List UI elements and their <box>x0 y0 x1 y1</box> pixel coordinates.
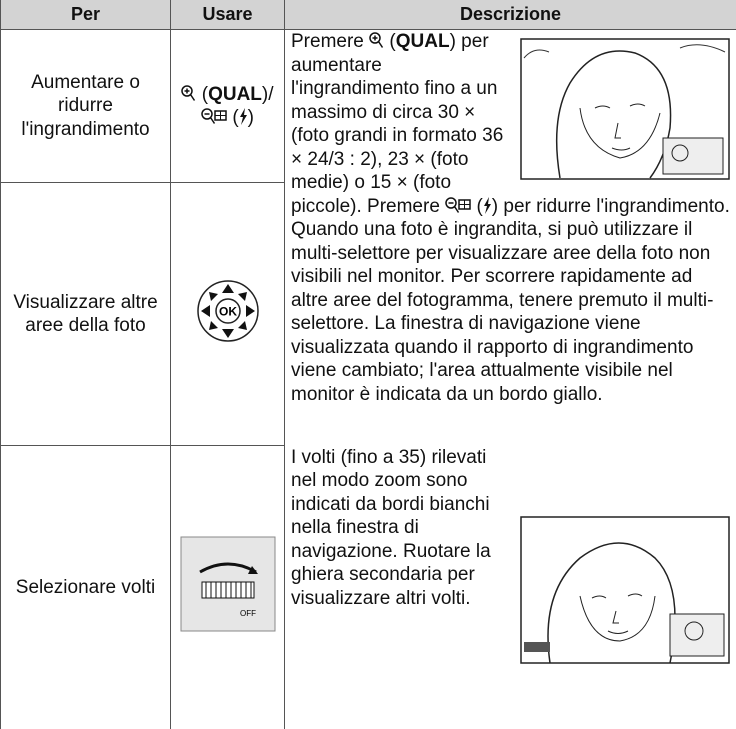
zoom-image <box>520 38 730 180</box>
row: Visualizzare altre aree della foto OK <box>0 182 736 446</box>
text: I volti (fino a 35) rilevati nel modo zo… <box>291 446 491 609</box>
text: ( <box>232 107 239 128</box>
per-cell: Aumentare o ridurre l'ingrandimento <box>0 29 171 183</box>
dial-icon: OFF <box>180 536 275 632</box>
header-cell: Usare <box>170 0 285 30</box>
descrizione-cell: I volti (fino a 35) rilevati nel modo zo… <box>284 445 736 729</box>
flash-icon <box>239 108 247 125</box>
descrizione-cell: Premere (QUAL) per aumentare l'ingrandim… <box>284 29 736 446</box>
per-cell: Selezionare volti <box>0 445 171 729</box>
multi-selector-icon: OK <box>196 280 259 342</box>
zoom-in-icon <box>181 84 196 101</box>
bold-text: QUAL <box>208 83 262 105</box>
header-cell: Per <box>0 0 171 30</box>
text: Premere <box>291 31 364 52</box>
text: ) per aumentare l'ingrandimento fino a u… <box>291 31 504 217</box>
text: )/ <box>261 83 274 105</box>
row: Selezionare volti OFF I volti (fino a 35… <box>0 445 736 729</box>
usare-cell: (QUAL)/ () <box>170 29 285 183</box>
face-image <box>520 515 730 664</box>
icon-label: OFF <box>240 609 256 618</box>
icon-label: OK <box>219 304 237 318</box>
text: ( <box>389 31 396 52</box>
per-cell: Visualizzare altre aree della foto <box>0 182 171 446</box>
zoom-in-icon <box>369 32 384 48</box>
text: ( <box>201 83 209 105</box>
usare-cell: OFF <box>170 445 285 729</box>
header-row: Per Usare Descrizione <box>0 0 736 30</box>
bold-text: QUAL <box>395 31 450 52</box>
text: ) per ridurre l'ingrandimento. Quando un… <box>291 195 730 405</box>
row: Aumentare o ridurre l'ingrandimento (QUA… <box>0 29 736 446</box>
text: ) <box>247 107 254 128</box>
usare-cell: OK <box>170 182 285 446</box>
header-cell: Descrizione <box>284 0 736 30</box>
zoom-out-icon <box>445 196 471 213</box>
flash-icon <box>483 196 491 214</box>
zoom-out-icon <box>201 108 227 124</box>
text: ( <box>476 195 483 217</box>
